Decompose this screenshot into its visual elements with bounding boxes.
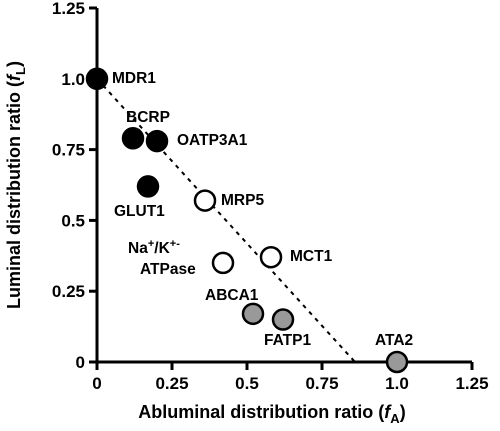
point-label-mct1: MCT1: [290, 248, 333, 265]
data-point-mct1: [259, 245, 283, 269]
slash-k-text: /K: [154, 240, 170, 257]
y-axis-title-sub: L: [13, 67, 28, 75]
y-tick-label-1-0: 1.0: [61, 70, 85, 89]
y-tick-label-0-25: 0.25: [52, 282, 85, 301]
data-point-oatp3a1: [145, 129, 169, 153]
point-label-oatp3a1: OATP3A1: [177, 132, 248, 149]
point-label-abca1: ABCA1: [205, 287, 259, 304]
x-axis-title-var: f: [384, 402, 392, 422]
point-label-ata2: ATA2: [375, 332, 413, 349]
y-axis-title: Luminal distribution ratio (fL): [4, 61, 28, 309]
point-label-mrp5: MRP5: [221, 192, 264, 209]
tick-labels: 0 0.25 0.5 0.75 1.0 1.25 0 0.25 0.5 0.75 1.0 1.25: [52, 0, 489, 393]
x-tick-label-0-5: 0.5: [235, 374, 259, 393]
data-point-mrp5: [193, 189, 217, 212]
y-tick-label-1-25: 1.25: [52, 0, 85, 18]
point-labels: MDR1 BCRP OATP3A1 GLUT1 MRP5 MCT1 Na+/K+…: [112, 70, 413, 349]
data-point-mdr1: [85, 67, 109, 91]
data-points: [85, 67, 409, 374]
data-point-fatp1: [271, 308, 295, 331]
x-tick-label-1-25: 1.25: [455, 374, 488, 393]
x-tick-label-0: 0: [92, 374, 101, 393]
x-tick-label-0-75: 0.75: [305, 374, 338, 393]
data-point-abca1: [241, 302, 265, 326]
point-label-fatp1: FATP1: [264, 332, 311, 349]
point-label-mdr1: MDR1: [112, 70, 156, 87]
y-axis-title-text: Luminal distribution ratio (: [4, 81, 24, 309]
na-text: Na: [128, 240, 148, 257]
x-axis-title-close: ): [400, 402, 406, 422]
x-tick-label-0-25: 0.25: [155, 374, 188, 393]
y-tick-label-0-5: 0.5: [61, 211, 85, 230]
plus-superscript-1: +: [148, 238, 154, 250]
trend-line: [96, 78, 356, 363]
point-label-glut1: GLUT1: [114, 203, 165, 220]
x-axis-title-text: Abluminal distribution ratio (: [138, 402, 384, 422]
y-tick-label-0: 0: [76, 353, 85, 372]
plus-superscript-2: +: [170, 238, 176, 250]
x-tick-label-1-0: 1.0: [385, 374, 409, 393]
data-point-bcrp: [121, 127, 145, 150]
y-axis-title-close: ): [4, 61, 24, 67]
x-axis-title: Abluminal distribution ratio (fA): [138, 402, 405, 426]
data-point-na-k-atpase: [211, 251, 235, 275]
dash-superscript: -: [176, 238, 180, 250]
point-label-bcrp: BCRP: [126, 109, 170, 126]
data-point-ata2: [385, 350, 409, 374]
point-label-atpase: ATPase: [140, 261, 196, 278]
x-axis-title-sub: A: [390, 411, 400, 426]
data-point-glut1: [136, 175, 160, 198]
y-tick-label-0-75: 0.75: [52, 141, 85, 160]
y-axis-title-var: f: [4, 73, 24, 81]
axes: [95, 8, 472, 364]
point-label-na-k: Na+/K+-: [128, 238, 180, 257]
